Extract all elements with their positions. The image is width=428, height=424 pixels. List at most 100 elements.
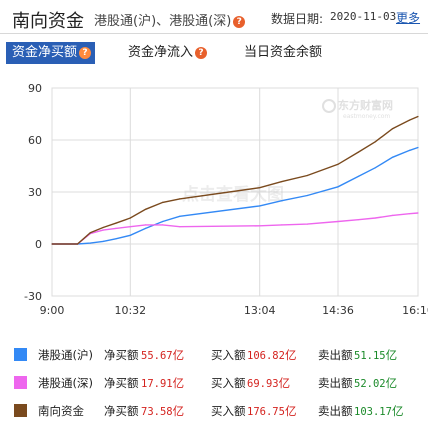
series-line-3: [52, 115, 419, 245]
data-point: [281, 181, 283, 183]
data-point: [162, 201, 164, 203]
x-tick-label: 13:04: [244, 304, 276, 317]
question-icon[interactable]: ?: [195, 47, 208, 59]
data-point: [408, 213, 411, 215]
data-point: [145, 224, 147, 226]
data-point: [374, 141, 376, 143]
watermark: 点击查看大图: [182, 184, 284, 205]
buy-number: 106.82: [247, 350, 285, 362]
net-value: 55.67亿: [141, 347, 184, 363]
data-point: [337, 220, 339, 223]
tab-label: 资金净买额: [12, 45, 78, 60]
y-tick-label: 30: [28, 186, 42, 199]
x-tick-label: 10:32: [114, 304, 146, 317]
unit: 亿: [172, 404, 185, 418]
unit: 亿: [278, 376, 291, 390]
sell-label: 卖出额: [318, 348, 353, 362]
net-label: 净买额: [104, 348, 139, 362]
unit: 亿: [391, 404, 404, 418]
subtitle-text: 港股通(沪)、港股通(深): [94, 14, 232, 29]
sell-number: 51.15: [354, 350, 386, 362]
legend-name: 港股通(沪): [38, 348, 93, 362]
tab-daily-balance[interactable]: 当日资金余额: [244, 42, 322, 64]
net-label: 净买额: [104, 376, 139, 390]
sell-value: 103.17亿: [354, 403, 403, 419]
unit: 亿: [172, 348, 185, 362]
sell-number: 103.17: [354, 406, 392, 418]
x-tick-label: 14:36: [322, 304, 354, 317]
data-point: [281, 200, 283, 202]
page-subtitle: 港股通(沪)、港股通(深)?: [94, 10, 246, 29]
more-link[interactable]: 更多: [396, 11, 421, 25]
data-point: [306, 223, 308, 225]
unit: 亿: [385, 376, 398, 390]
buy-value: 69.93亿: [247, 375, 290, 391]
y-tick-label: 60: [28, 134, 42, 147]
data-point: [129, 234, 131, 236]
chart-grid: [51, 87, 419, 297]
y-axis: -30 0 30 60 90: [24, 82, 42, 303]
question-icon[interactable]: ?: [233, 16, 246, 28]
data-point: [259, 187, 261, 189]
data-point: [417, 146, 419, 149]
x-tick-label: 9:00: [40, 304, 65, 317]
sell-label: 卖出额: [318, 404, 353, 418]
net-number: 73.58: [141, 406, 173, 418]
data-point: [417, 115, 419, 118]
net-label: 净买额: [104, 404, 139, 418]
data-point: [179, 198, 181, 200]
date-label: 数据日期:: [271, 12, 324, 26]
data-point: [179, 215, 181, 217]
y-tick-label: -30: [24, 290, 42, 303]
data-point: [89, 242, 91, 244]
y-tick-label: 0: [35, 238, 42, 251]
page-title: 南向资金: [12, 11, 84, 32]
data-point: [374, 217, 376, 219]
unit: 亿: [284, 404, 297, 418]
tab-net-buy[interactable]: 资金净买额?: [6, 42, 96, 64]
sell-number: 52.02: [354, 378, 386, 390]
legend-row: 南向资金 净买额 73.58亿 买入额 176.75亿 卖出额 103.17亿: [0, 398, 428, 422]
legend-row: 港股通(沪) 净买额 55.67亿 买入额 106.82亿 卖出额 51.15亿: [0, 342, 428, 366]
data-point: [408, 149, 411, 151]
question-icon[interactable]: ?: [79, 47, 92, 59]
data-point: [102, 229, 104, 231]
x-tick-label: 16:10: [402, 304, 428, 317]
data-point: [306, 194, 308, 197]
legend-swatch: [14, 404, 27, 417]
data-point: [102, 240, 104, 242]
data-point: [162, 220, 164, 223]
tab-bar: 资金净买额? 资金净流入? 当日资金余额: [0, 42, 428, 66]
data-point: [89, 232, 91, 234]
date-value: 2020-11-03: [330, 10, 397, 23]
sell-label: 卖出额: [318, 376, 353, 390]
data-point: [115, 227, 117, 229]
legend-name: 南向资金: [38, 404, 84, 418]
x-axis: 9:00 10:32 13:04 14:36 16:10: [40, 304, 428, 317]
buy-number: 69.93: [247, 378, 279, 390]
chart-series: [51, 115, 419, 245]
data-point: [51, 243, 53, 245]
data-point: [115, 222, 117, 224]
series-line-1: [52, 146, 419, 245]
net-number: 17.91: [141, 378, 173, 390]
data-point: [145, 227, 147, 229]
data-point: [357, 175, 359, 177]
net-value: 17.91亿: [141, 375, 184, 391]
data-point: [162, 224, 164, 226]
logo-subtext: eastmoney.com: [343, 113, 390, 120]
data-point: [391, 214, 394, 216]
data-point: [281, 224, 283, 226]
data-point: [374, 167, 376, 169]
data-point: [145, 208, 147, 210]
sell-value: 52.02亿: [354, 375, 397, 391]
watermark-text: 点击查看大图: [182, 184, 284, 205]
unit: 亿: [385, 348, 398, 362]
buy-label: 买入额: [211, 348, 246, 362]
data-point: [306, 174, 308, 177]
tab-label: 资金净流入: [128, 45, 194, 60]
data-point: [337, 163, 339, 165]
sell-value: 51.15亿: [354, 347, 397, 363]
tab-net-inflow[interactable]: 资金净流入?: [128, 42, 208, 64]
buy-label: 买入额: [211, 376, 246, 390]
